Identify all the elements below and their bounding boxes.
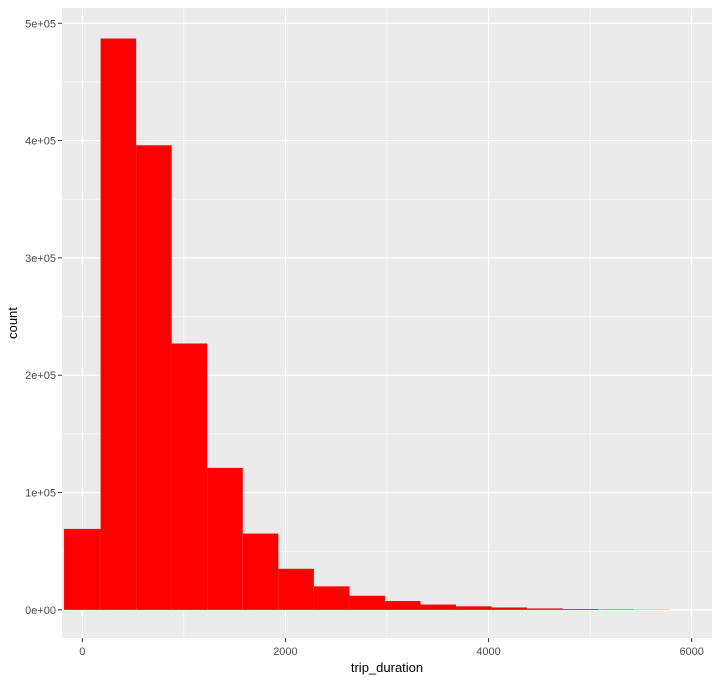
- x-tick-label: 0: [79, 646, 85, 658]
- histogram-bar-11: [420, 604, 457, 610]
- histogram-bar-12: [456, 606, 492, 610]
- histogram-bars: [64, 38, 670, 610]
- y-tick-label: 3e+05: [25, 253, 56, 265]
- histogram-bar-15: [562, 609, 599, 610]
- histogram-bar-14: [527, 608, 563, 610]
- y-tick-label: 0e+00: [25, 605, 56, 617]
- y-tick-label: 4e+05: [25, 136, 56, 148]
- histogram-bar-1: [64, 528, 101, 610]
- histogram-bar-4: [171, 343, 208, 610]
- histogram-bar-3: [136, 145, 172, 610]
- y-tick-label: 1e+05: [25, 488, 56, 500]
- histogram-bar-2: [100, 38, 137, 610]
- x-axis-title: trip_duration: [351, 660, 423, 675]
- histogram-bar-9: [349, 595, 385, 610]
- y-axis-ticks: 0e+00 1e+05 2e+05 3e+05 4e+05 5e+05: [25, 18, 62, 617]
- y-tick-label: 2e+05: [25, 370, 56, 382]
- y-axis-title: count: [5, 307, 20, 339]
- y-tick-label: 5e+05: [25, 18, 56, 30]
- histogram-bar-5: [207, 467, 243, 610]
- x-tick-label: 6000: [679, 646, 703, 658]
- histogram-bar-6: [242, 533, 279, 610]
- histogram-bar-7: [278, 568, 314, 610]
- histogram-bar-13: [491, 607, 528, 610]
- x-axis-ticks: 0 2000 4000 6000: [79, 638, 704, 658]
- histogram-bar-8: [313, 586, 350, 610]
- histogram-bar-10: [384, 601, 421, 610]
- x-tick-label: 2000: [273, 646, 297, 658]
- x-tick-label: 4000: [476, 646, 500, 658]
